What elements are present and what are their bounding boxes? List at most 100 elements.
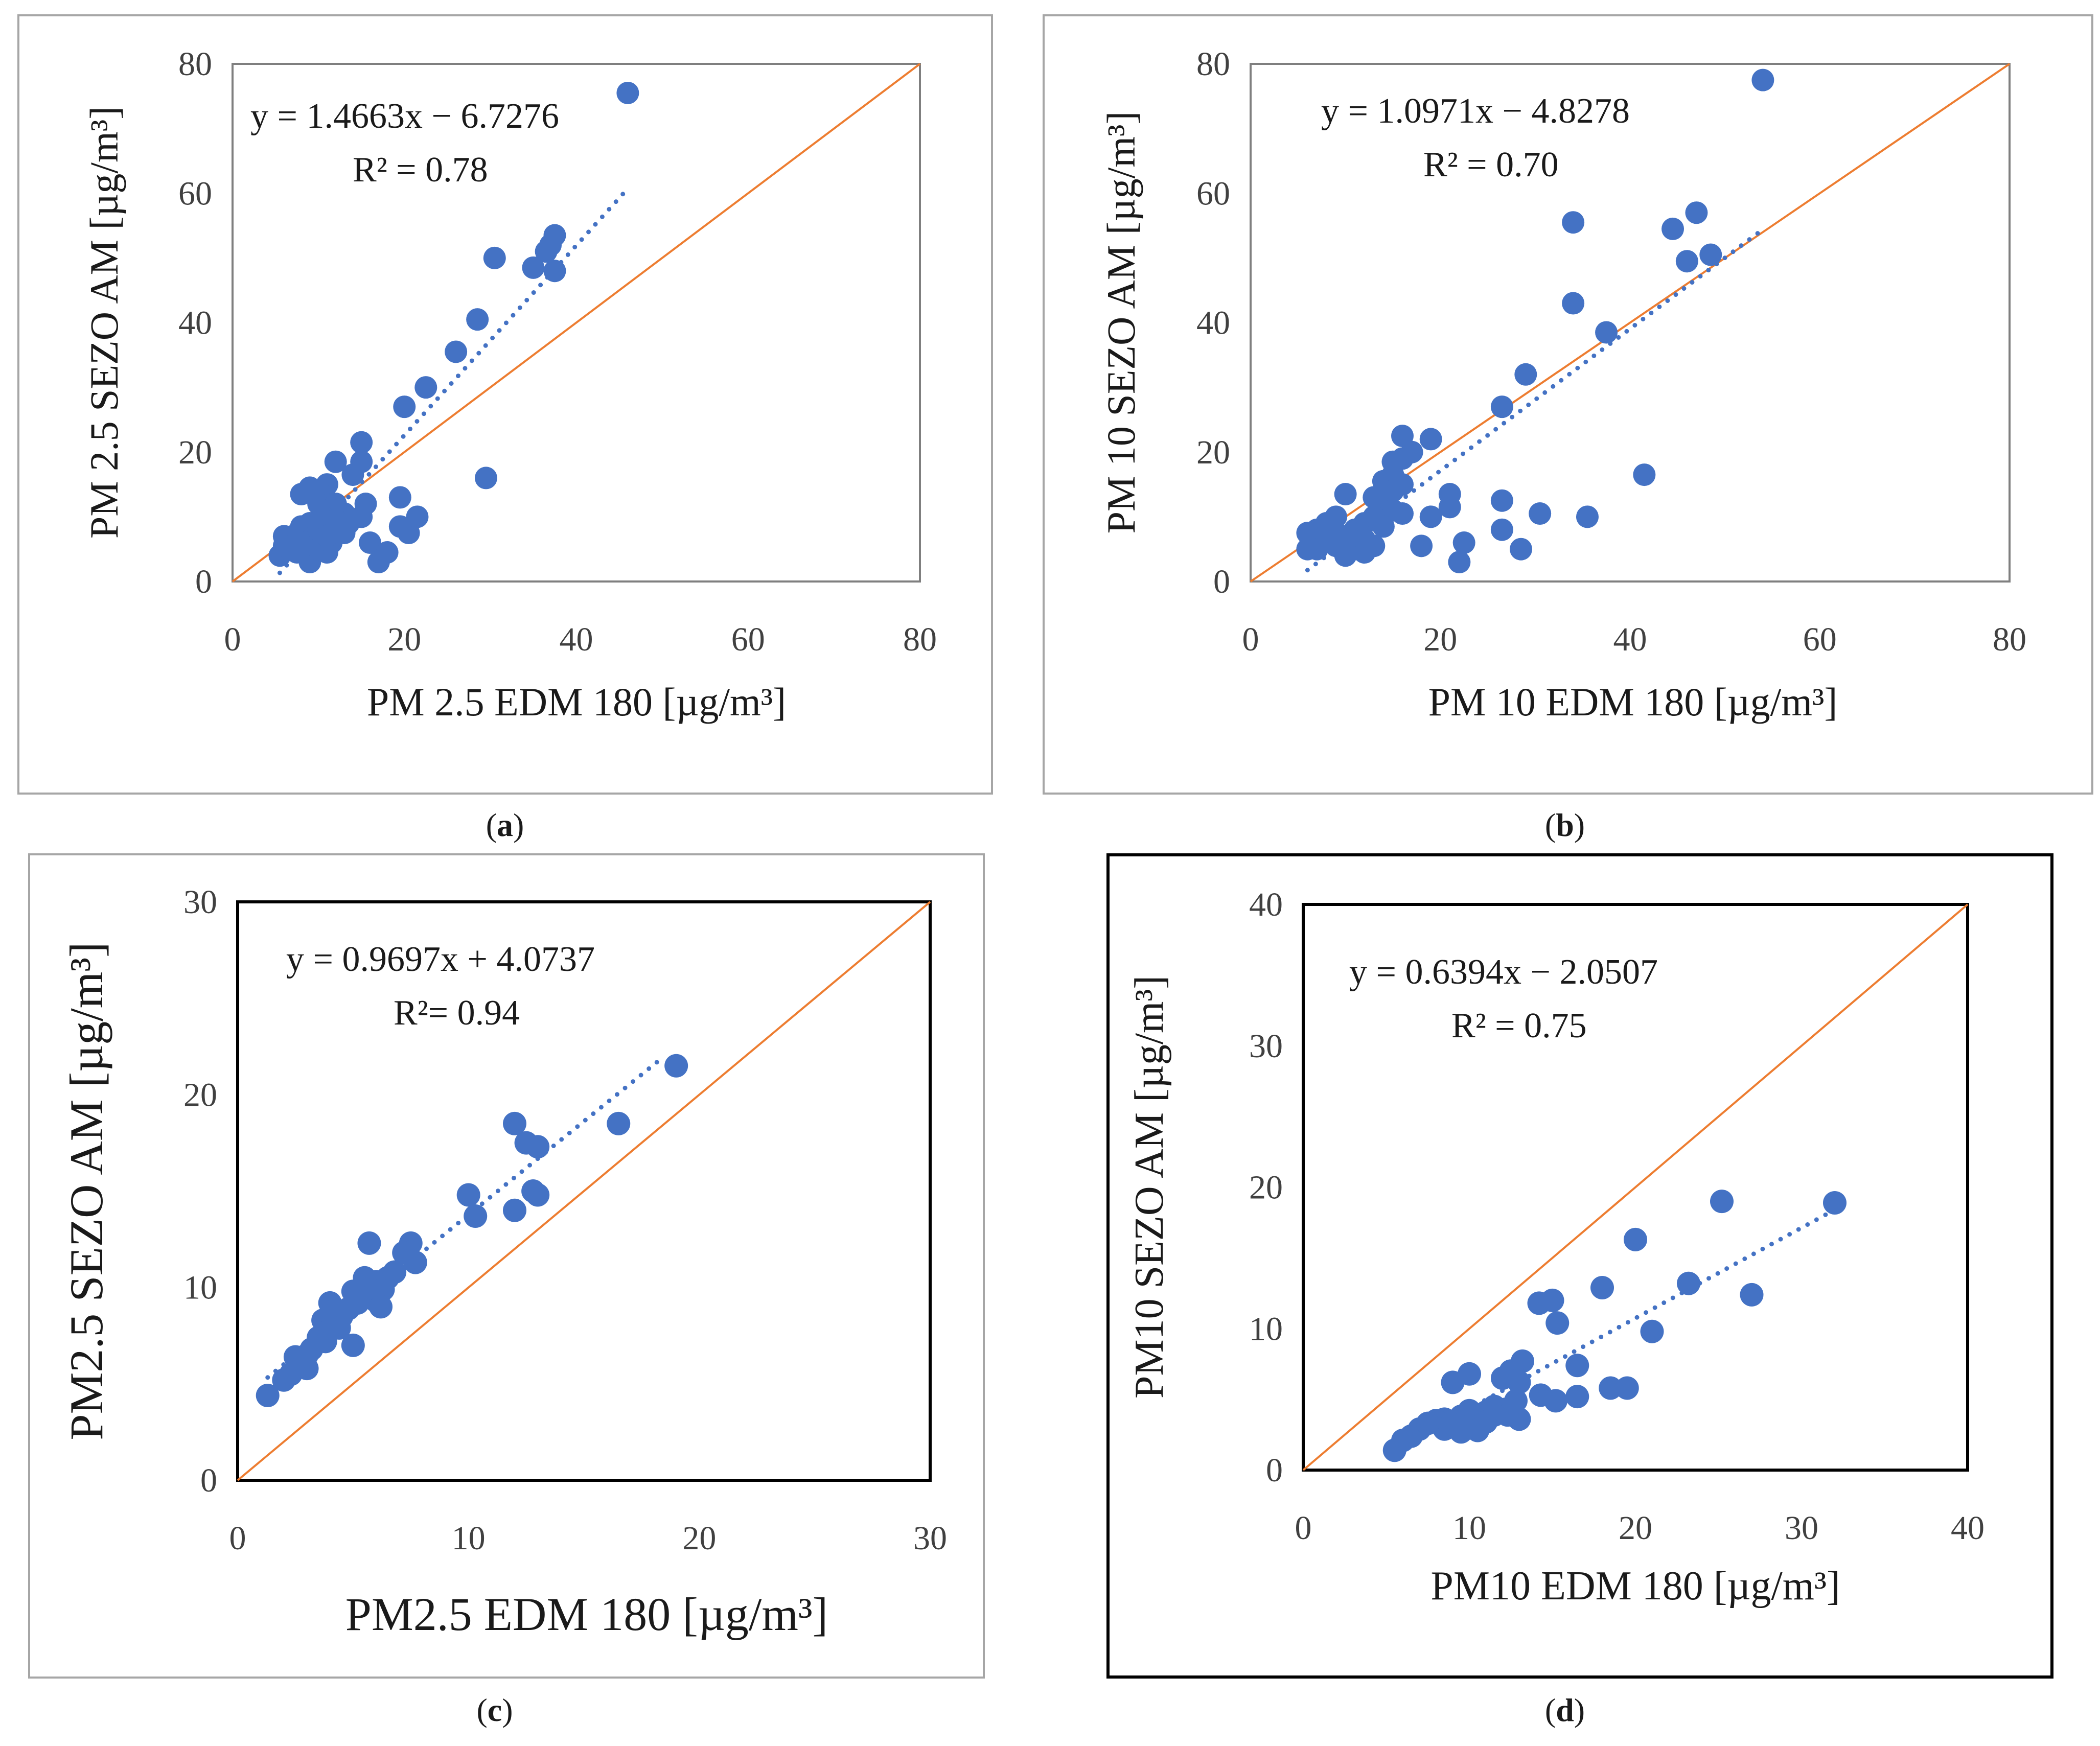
data-point	[1510, 538, 1533, 561]
data-point	[388, 486, 411, 509]
plot-frame	[1302, 903, 1969, 1472]
y-tick-label: 30	[1249, 1028, 1283, 1065]
data-point	[1633, 463, 1656, 486]
r-squared-label: R²= 0.94	[394, 993, 520, 1033]
data-point	[350, 431, 373, 454]
data-point	[1441, 1370, 1465, 1394]
data-point	[1490, 518, 1513, 541]
data-point	[1545, 1311, 1570, 1335]
data-point	[543, 224, 566, 247]
panel-d-frame	[1106, 853, 2053, 1679]
data-point	[1740, 1283, 1764, 1307]
data-point	[272, 1368, 296, 1392]
y-axis-label: PM2.5 SEZO AM [µg/m³]	[60, 942, 112, 1440]
plot-frame	[1250, 63, 2011, 583]
x-axis-label: PM10 EDM 180 [µg/m³]	[1430, 1564, 1840, 1609]
data-point	[664, 1054, 688, 1078]
x-tick-label: 0	[224, 621, 241, 658]
x-axis-label: PM 10 EDM 180 [µg/m³]	[1428, 680, 1838, 724]
x-tick-label: 30	[913, 1520, 947, 1557]
data-point	[1449, 1420, 1473, 1444]
data-point	[503, 1198, 526, 1222]
data-point	[1507, 1370, 1531, 1394]
caption-b: (b)	[1544, 807, 1585, 843]
data-point	[1624, 1227, 1647, 1251]
data-point	[341, 463, 364, 486]
data-point	[327, 1316, 351, 1340]
data-point	[376, 541, 399, 564]
data-point	[403, 1250, 427, 1274]
caption-d-letter: d	[1556, 1692, 1574, 1728]
x-tick-label: 10	[452, 1520, 486, 1557]
x-tick-label: 10	[1452, 1509, 1486, 1547]
y-tick-label: 40	[1249, 886, 1283, 923]
x-axis-label: PM 2.5 EDM 180 [µg/m³]	[367, 680, 786, 724]
data-point	[345, 1291, 370, 1315]
y-tick-label: 20	[1196, 434, 1230, 471]
y-axis-label: PM10 SEZO AM [µg/m³]	[1127, 975, 1172, 1399]
y-tick-label: 60	[178, 175, 212, 212]
data-point	[1353, 528, 1376, 551]
panel-b-frame	[1043, 14, 2093, 795]
r-squared-label: R² = 0.78	[353, 150, 488, 190]
data-point	[1382, 1438, 1406, 1462]
x-tick-label: 60	[1803, 621, 1837, 658]
x-tick-label: 40	[1613, 621, 1647, 658]
data-point	[1565, 1385, 1589, 1409]
data-point	[1419, 505, 1442, 528]
data-point	[456, 1183, 480, 1207]
identity-line	[1302, 903, 1969, 1471]
x-tick-label: 80	[1993, 621, 2026, 658]
y-tick-label: 10	[183, 1269, 217, 1307]
data-point	[1661, 217, 1684, 240]
data-point	[1514, 363, 1537, 386]
caption-a: (a)	[486, 807, 524, 843]
x-tick-label: 0	[1242, 621, 1259, 658]
data-point	[272, 534, 295, 557]
data-point	[616, 81, 639, 104]
data-point	[324, 450, 347, 473]
data-point	[1372, 515, 1395, 538]
y-tick-label: 0	[1213, 563, 1230, 600]
data-point	[1381, 479, 1404, 502]
data-point	[315, 525, 338, 548]
data-point	[464, 1204, 488, 1228]
data-point	[543, 260, 566, 283]
data-point	[414, 376, 437, 399]
y-tick-label: 20	[1249, 1169, 1283, 1206]
data-point	[1410, 534, 1433, 557]
y-tick-label: 40	[1196, 305, 1230, 342]
data-point	[1490, 489, 1513, 512]
x-tick-label: 20	[387, 621, 421, 658]
data-point	[503, 1111, 526, 1135]
plot-frame	[236, 900, 932, 1482]
y-axis-label: PM 10 SEZO AM [µg/m³]	[1099, 111, 1143, 534]
y-tick-label: 80	[178, 45, 212, 83]
y-tick-label: 40	[178, 305, 212, 342]
x-tick-label: 20	[1423, 621, 1457, 658]
regression-equation: y = 0.6394x − 2.0507	[1349, 952, 1658, 992]
data-point	[1540, 1288, 1564, 1312]
data-point	[357, 1231, 381, 1255]
data-point	[522, 256, 545, 279]
data-point	[1640, 1319, 1664, 1343]
data-point	[1615, 1376, 1639, 1400]
data-point	[1599, 1376, 1623, 1400]
data-point	[1334, 483, 1357, 506]
caption-c: (c)	[476, 1692, 513, 1728]
y-tick-label: 0	[195, 563, 212, 600]
caption-c-letter: c	[487, 1692, 502, 1728]
data-point	[483, 246, 506, 269]
y-tick-label: 60	[1196, 175, 1230, 212]
data-point	[341, 1333, 365, 1357]
data-point	[1452, 531, 1475, 554]
data-point	[1504, 1389, 1528, 1413]
data-point	[1562, 292, 1585, 315]
regression-equation: y = 1.0971x − 4.8278	[1321, 91, 1630, 131]
data-point	[521, 1179, 545, 1203]
data-point	[1685, 201, 1708, 224]
trendline	[277, 191, 626, 575]
data-point	[393, 395, 416, 418]
